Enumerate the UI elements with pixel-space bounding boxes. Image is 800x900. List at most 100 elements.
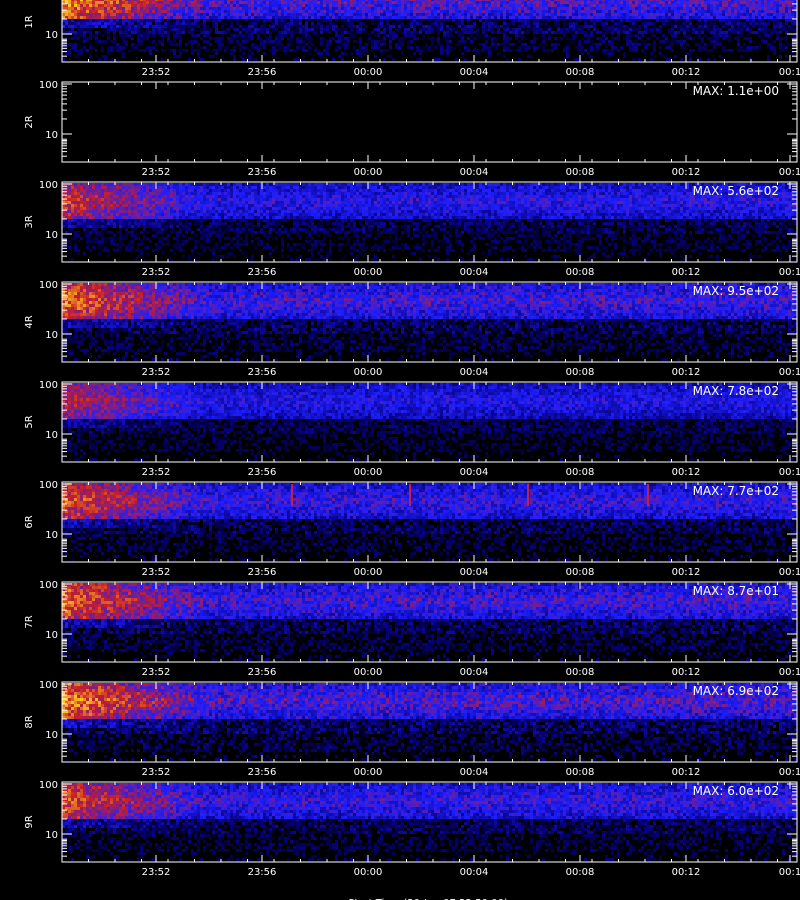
heatmap-cell: [134, 43, 137, 46]
heatmap-cell: [401, 0, 404, 1]
heatmap-cell: [755, 4, 758, 7]
heatmap-cell: [137, 37, 140, 40]
heatmap-cell: [467, 13, 470, 16]
heatmap-cell: [62, 58, 65, 61]
heatmap-cell: [539, 7, 542, 10]
heatmap-cell: [104, 22, 107, 25]
heatmap-cell: [149, 52, 152, 55]
heatmap-cell: [530, 25, 533, 28]
heatmap-cell: [398, 16, 401, 19]
heatmap-cell: [95, 34, 98, 37]
heatmap-cell: [590, 0, 593, 1]
heatmap-cell: [179, 0, 182, 1]
heatmap-cell: [323, 55, 326, 58]
heatmap-cell: [779, 55, 782, 58]
heatmap-cell: [149, 46, 152, 49]
heatmap-cell: [527, 10, 530, 13]
heatmap-cell: [326, 28, 329, 31]
heatmap-cell: [773, 46, 776, 49]
heatmap-cell: [65, 16, 68, 19]
heatmap-cell: [524, 31, 527, 34]
heatmap-cell: [215, 19, 218, 22]
heatmap-cell: [257, 19, 260, 22]
heatmap-cell: [662, 19, 665, 22]
heatmap-cell: [617, 31, 620, 34]
heatmap-cell: [302, 55, 305, 58]
heatmap-cell: [239, 55, 242, 58]
heatmap-cell: [770, 4, 773, 7]
heatmap-cell: [629, 16, 632, 19]
heatmap-cell: [689, 49, 692, 52]
heatmap-cell: [233, 25, 236, 28]
heatmap-cell: [503, 55, 506, 58]
heatmap-cell: [248, 4, 251, 7]
heatmap-cell: [356, 49, 359, 52]
heatmap-cell: [302, 37, 305, 40]
heatmap-cell: [638, 34, 641, 37]
heatmap-cell: [173, 16, 176, 19]
heatmap-cell: [695, 31, 698, 34]
heatmap-cell: [308, 4, 311, 7]
heatmap-cell: [611, 46, 614, 49]
heatmap-cell: [686, 37, 689, 40]
heatmap-cell: [290, 40, 293, 43]
heatmap-cell: [698, 13, 701, 16]
heatmap-cell: [449, 10, 452, 13]
heatmap-cell: [74, 7, 77, 10]
heatmap-cell: [281, 31, 284, 34]
heatmap-cell: [419, 49, 422, 52]
heatmap-cell: [191, 25, 194, 28]
heatmap-cell: [143, 13, 146, 16]
heatmap-cell: [209, 0, 212, 1]
heatmap-cell: [707, 4, 710, 7]
heatmap-cell: [584, 40, 587, 43]
heatmap-cell: [302, 4, 305, 7]
heatmap-cell: [212, 37, 215, 40]
heatmap-cell: [644, 19, 647, 22]
heatmap-cell: [758, 1, 761, 4]
heatmap-cell: [554, 43, 557, 46]
heatmap-cell: [461, 31, 464, 34]
heatmap-cell: [155, 13, 158, 16]
heatmap-cell: [632, 10, 635, 13]
heatmap-cell: [656, 13, 659, 16]
heatmap-cell: [398, 40, 401, 43]
heatmap-cell: [95, 10, 98, 13]
heatmap-cell: [590, 4, 593, 7]
heatmap-cell: [485, 25, 488, 28]
heatmap-cell: [746, 25, 749, 28]
heatmap-cell: [437, 0, 440, 1]
heatmap-cell: [755, 31, 758, 34]
heatmap-cell: [563, 28, 566, 31]
heatmap-cell: [287, 37, 290, 40]
heatmap-cell: [719, 13, 722, 16]
heatmap-cell: [584, 49, 587, 52]
heatmap-cell: [350, 19, 353, 22]
heatmap-cell: [212, 4, 215, 7]
heatmap-cell: [668, 28, 671, 31]
heatmap-cell: [152, 10, 155, 13]
heatmap-cell: [263, 10, 266, 13]
heatmap-cell: [392, 4, 395, 7]
heatmap-cell: [254, 1, 257, 4]
heatmap-cell: [761, 31, 764, 34]
heatmap-cell: [746, 46, 749, 49]
heatmap-cell: [716, 37, 719, 40]
heatmap-cell: [248, 40, 251, 43]
heatmap-cell: [608, 1, 611, 4]
heatmap-cell: [728, 28, 731, 31]
heatmap-cell: [338, 0, 341, 1]
heatmap-cell: [728, 22, 731, 25]
heatmap-cell: [323, 25, 326, 28]
heatmap-cell: [449, 28, 452, 31]
heatmap-cell: [140, 16, 143, 19]
heatmap-cell: [101, 4, 104, 7]
heatmap-cell: [608, 0, 611, 1]
heatmap-cell: [734, 13, 737, 16]
heatmap-cell: [527, 7, 530, 10]
heatmap-cell: [623, 13, 626, 16]
heatmap-cell: [464, 49, 467, 52]
heatmap-cell: [236, 43, 239, 46]
heatmap-cell: [617, 13, 620, 16]
heatmap-cell: [476, 52, 479, 55]
